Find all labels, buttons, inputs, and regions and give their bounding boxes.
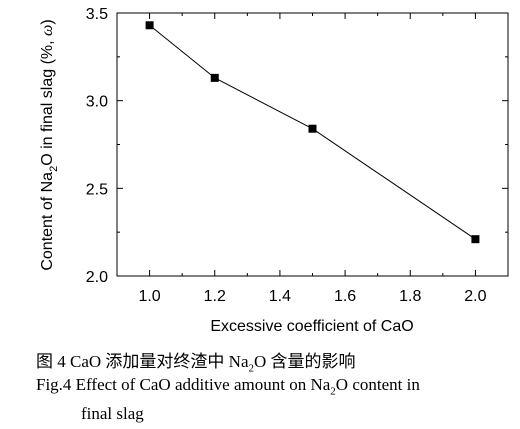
y-axis-title: Content of Na2O in final slag (%, ω) bbox=[39, 19, 60, 270]
x-axis-title: Excessive coefficient of CaO bbox=[210, 318, 413, 335]
plot-frame bbox=[116, 12, 509, 277]
y-tick-label: 2.5 bbox=[86, 181, 108, 198]
series-line bbox=[149, 24, 476, 240]
x-tick-label: 1.2 bbox=[204, 288, 226, 305]
data-markers bbox=[145, 21, 480, 244]
data-point-marker bbox=[145, 21, 154, 30]
x-tick-label: 1.0 bbox=[138, 288, 160, 305]
line-chart: 1.0 1.2 1.4 1.6 1.8 2.0 2.0 2.5 3.0 3.5 Excessiv… bbox=[39, 6, 509, 335]
x-tick-label: 1.4 bbox=[269, 288, 291, 305]
x-tick-label: 1.6 bbox=[334, 288, 356, 305]
y-tick-label: 3.5 bbox=[86, 6, 108, 23]
figure-caption-english-line2: final slag bbox=[81, 404, 144, 423]
data-point-marker bbox=[308, 124, 317, 133]
x-tick-labels: 1.0 1.2 1.4 1.6 1.8 2.0 bbox=[138, 288, 486, 305]
figure-caption-english-line1: Fig.4 Effect of CaO additive amount on N… bbox=[36, 375, 420, 398]
x-tick-label: 2.0 bbox=[464, 288, 486, 305]
axis-ticks bbox=[116, 12, 509, 277]
data-point-marker bbox=[471, 235, 480, 244]
figure-caption-chinese: 图 4 CaO 添加量对终渣中 Na2O 含量的影响 bbox=[36, 352, 356, 375]
y-tick-labels: 2.0 2.5 3.0 3.5 bbox=[86, 6, 108, 286]
data-point-marker bbox=[210, 73, 219, 82]
y-tick-label: 2.0 bbox=[86, 269, 108, 286]
y-tick-label: 3.0 bbox=[86, 94, 108, 111]
x-tick-label: 1.8 bbox=[399, 288, 421, 305]
